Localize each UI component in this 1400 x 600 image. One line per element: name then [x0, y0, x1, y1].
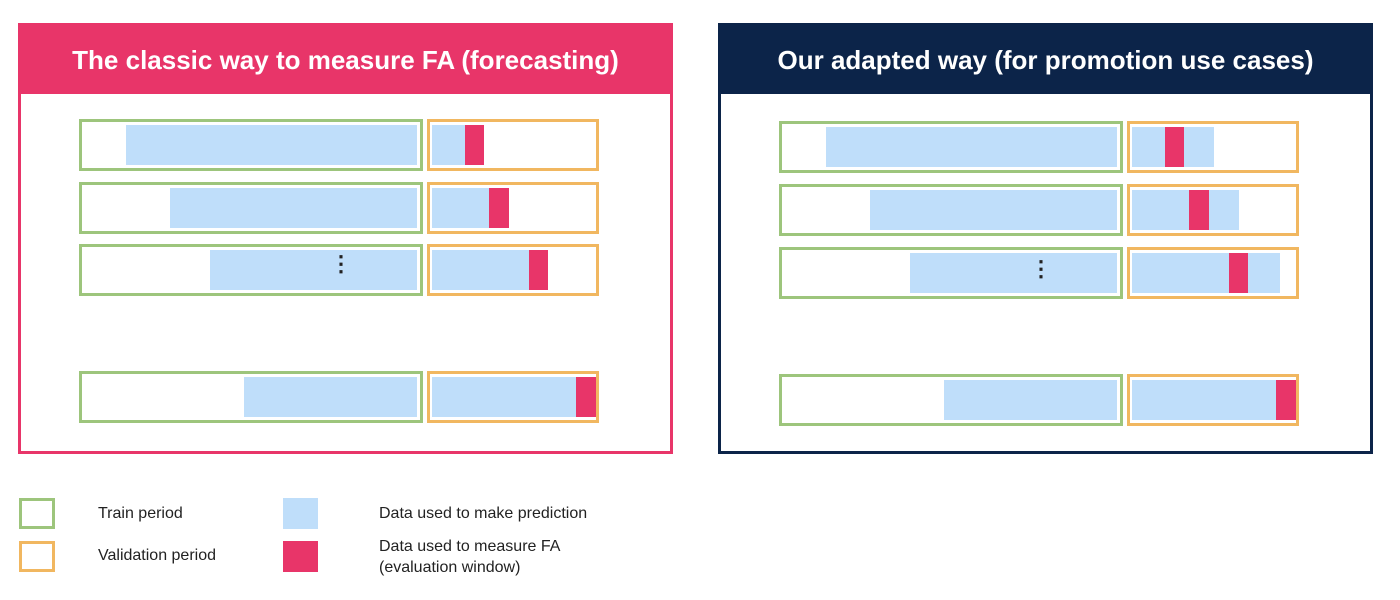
panel-adapted: Our adapted way (for promotion use cases… [718, 23, 1373, 454]
adapted-row-2-validation-prediction-data [1132, 190, 1239, 230]
legend-prediction-swatch [283, 498, 318, 529]
adapted-row-3-train-prediction-data [910, 253, 1117, 293]
classic-row-1-validation-box [427, 119, 599, 171]
classic-row-2-evaluation-window [489, 188, 510, 228]
classic-row-3-train-box [79, 244, 423, 296]
classic-row-2-train-box [79, 182, 423, 234]
legend-validation-swatch [19, 541, 55, 572]
adapted-row-2-validation-box [1127, 184, 1299, 236]
classic-row-4-validation-box [427, 371, 599, 423]
panel-adapted-rows: ⋮ [721, 94, 1370, 451]
adapted-row-2-train-prediction-data [869, 190, 1117, 230]
adapted-row-1-train-prediction-data [825, 127, 1117, 167]
panel-classic-rows: ⋮ [21, 94, 670, 451]
adapted-row-3-train-box [779, 247, 1123, 299]
panel-classic-header: The classic way to measure FA (forecasti… [21, 26, 670, 94]
legend-eval-label: Data used to measure FA (evaluation wind… [379, 536, 560, 578]
classic-row-1-train-prediction-data [125, 125, 417, 165]
adapted-row-4-validation-box [1127, 374, 1299, 426]
adapted-row-4-train-prediction-data [944, 380, 1117, 420]
classic-row-3-evaluation-window [528, 250, 549, 290]
legend-validation-label: Validation period [98, 547, 217, 564]
legend-eval-swatch [283, 541, 318, 572]
adapted-row-4-evaluation-window [1276, 380, 1296, 420]
panel-classic-title: The classic way to measure FA (forecasti… [72, 44, 619, 75]
classic-row-4-validation-prediction-data [432, 377, 596, 417]
classic-row-3-validation-box [427, 244, 599, 296]
legend-prediction-label: Data used to make prediction [379, 505, 588, 522]
classic-row-4-train-box [79, 371, 423, 423]
classic-row-1-train-box [79, 119, 423, 171]
adapted-row-4-train-box [779, 374, 1123, 426]
classic-row-2-validation-box [427, 182, 599, 234]
panel-adapted-header: Our adapted way (for promotion use cases… [721, 26, 1370, 94]
adapted-row-4-validation-prediction-data [1132, 380, 1296, 420]
panel-classic: The classic way to measure FA (forecasti… [18, 23, 673, 454]
adapted-ellipsis: ⋮ [1030, 256, 1052, 281]
adapted-row-3-validation-box [1127, 247, 1299, 299]
adapted-row-3-validation-prediction-data [1132, 253, 1280, 293]
adapted-row-2-train-box [779, 184, 1123, 236]
classic-row-1-evaluation-window [464, 125, 485, 165]
classic-row-2-train-prediction-data [169, 188, 417, 228]
legend-train-label: Train period [98, 505, 183, 522]
panel-adapted-title: Our adapted way (for promotion use cases… [777, 44, 1314, 75]
classic-row-4-evaluation-window [576, 377, 596, 417]
adapted-row-1-train-box [779, 121, 1123, 173]
classic-row-3-train-prediction-data [210, 250, 417, 290]
adapted-row-1-evaluation-window [1164, 127, 1185, 167]
classic-ellipsis: ⋮ [330, 251, 352, 276]
classic-row-4-train-prediction-data [244, 377, 417, 417]
legend-train-swatch [19, 498, 55, 529]
legend-eval-label-line2: (evaluation window) [379, 559, 521, 576]
legend-eval-label-line1: Data used to measure FA [379, 538, 561, 555]
adapted-row-2-evaluation-window [1189, 190, 1210, 230]
adapted-row-3-evaluation-window [1228, 253, 1249, 293]
adapted-row-1-validation-box [1127, 121, 1299, 173]
